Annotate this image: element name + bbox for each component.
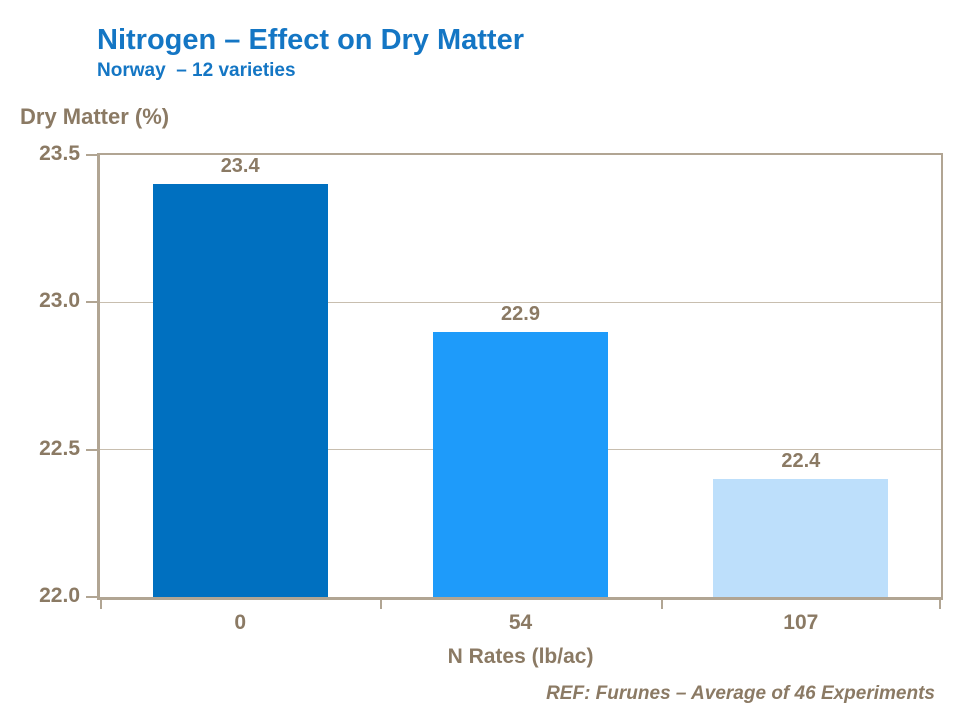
- bar-value-label: 22.9: [501, 302, 540, 325]
- x-axis-title: N Rates (lb/ac): [447, 645, 594, 668]
- plot-area: N Rates (lb/ac) 22.0 22.5 23.0 23.5 23.4 0 22.…: [39, 142, 943, 668]
- bar-107: [713, 479, 889, 597]
- gridline: [100, 301, 941, 303]
- bar-54: [432, 331, 609, 597]
- y-axis-tick: [86, 596, 98, 598]
- x-axis-tick: [380, 600, 383, 609]
- y-axis-tick: [86, 301, 98, 304]
- chart-title: Nitrogen – Effect on Dry Matter: [97, 24, 524, 56]
- bar-value-label: 23.4: [220, 155, 260, 178]
- x-axis-tick: [939, 600, 941, 609]
- x-tick-label: 54: [508, 611, 533, 634]
- y-tick-label: 23.0: [39, 289, 80, 313]
- chart-subtitle: Norway – 12 varieties: [97, 60, 296, 81]
- x-tick-label: 107: [783, 611, 819, 634]
- y-axis-title: Dry Matter (%): [20, 104, 170, 129]
- reference-note: REF: Furunes – Average of 46 Experiments: [546, 683, 935, 704]
- y-axis-tick: [86, 448, 98, 451]
- bar-value-label: 22.4: [781, 450, 821, 473]
- bar-0: [152, 184, 328, 597]
- x-axis-tick: [100, 600, 102, 609]
- y-tick-label: 22.0: [39, 584, 80, 607]
- x-axis-tick: [660, 600, 663, 609]
- y-tick-label: 23.5: [39, 142, 80, 165]
- x-tick-label: 0: [234, 611, 246, 634]
- y-axis-tick: [86, 154, 98, 156]
- y-tick-label: 22.5: [39, 436, 80, 460]
